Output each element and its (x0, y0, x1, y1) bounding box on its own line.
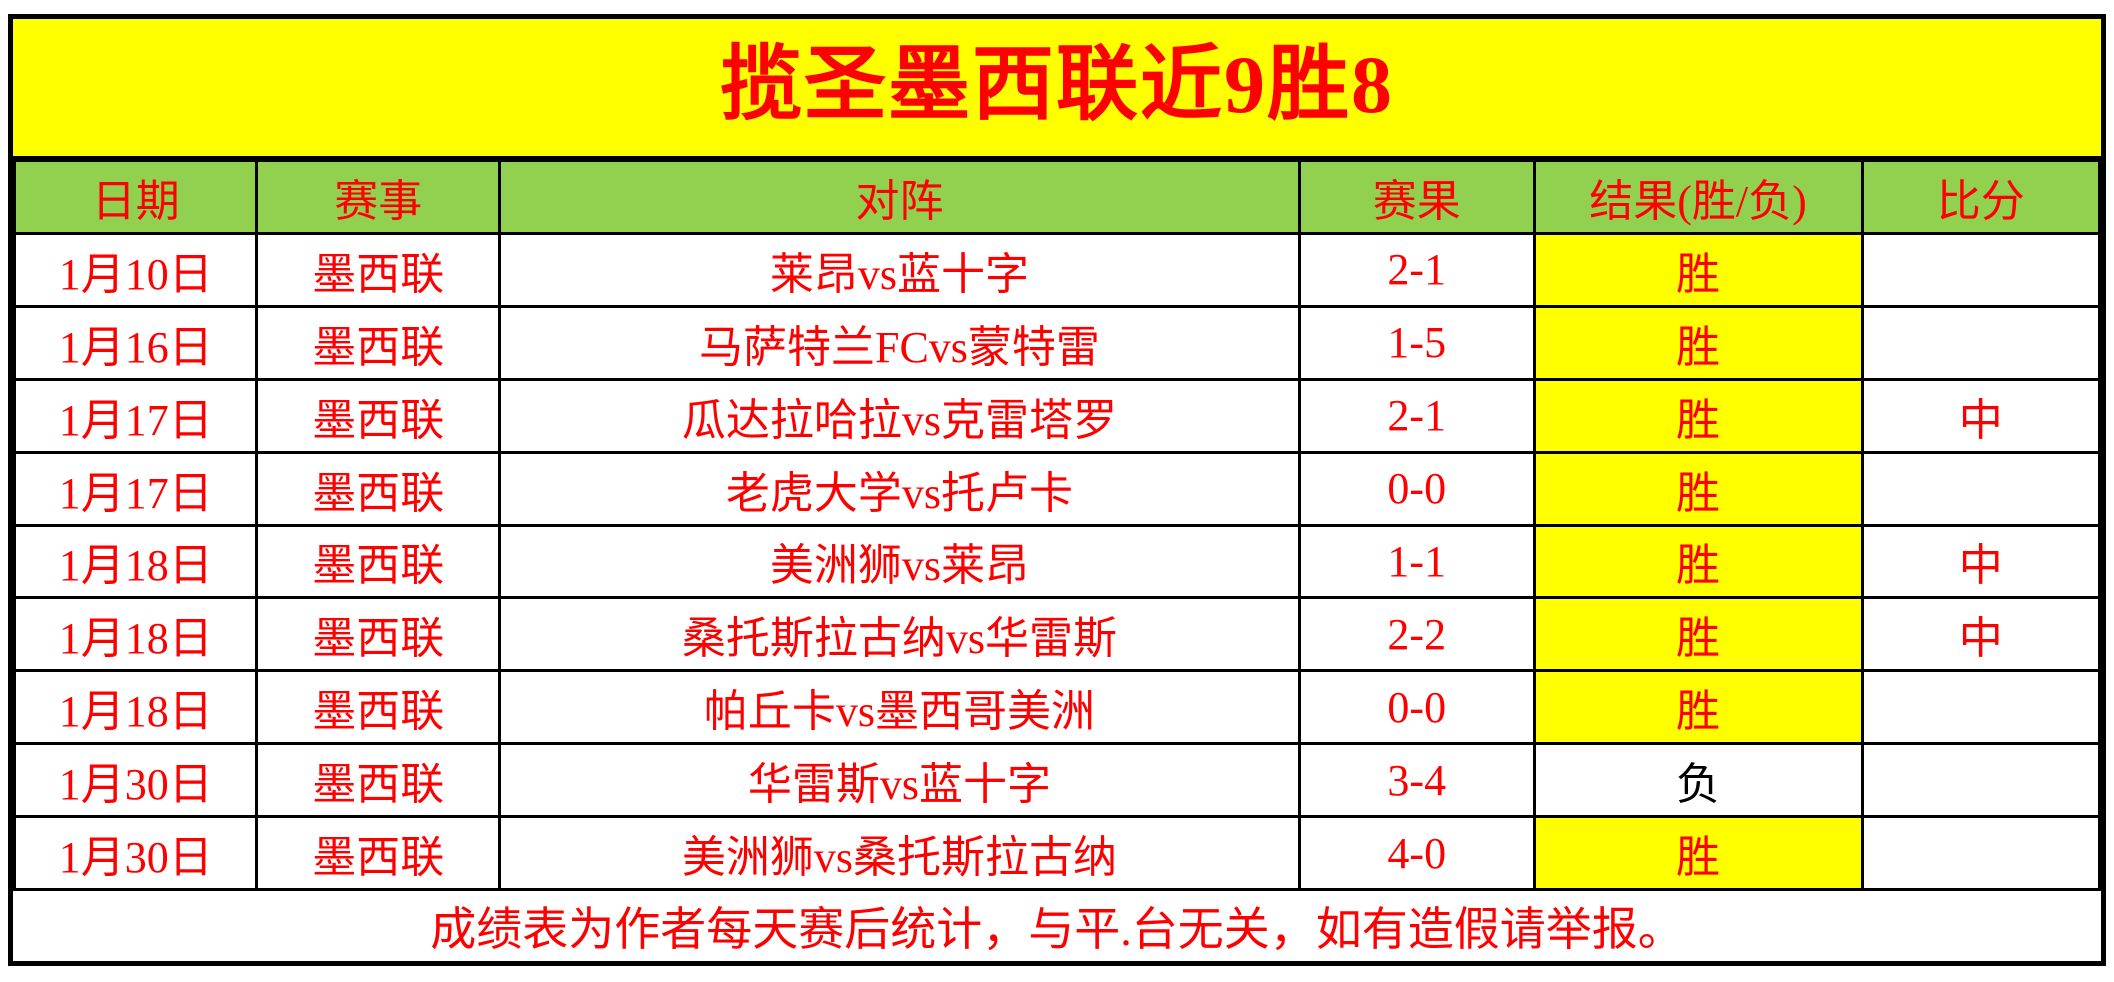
title-banner: 揽圣墨西联近9胜8 (13, 19, 2101, 159)
column-header-league: 赛事 (255, 159, 501, 235)
result-cell: 负 (1532, 742, 1864, 818)
results-card: 揽圣墨西联近9胜8 日期 赛事 对阵 赛果 结果(胜/负) 比分 1月10日 墨… (8, 14, 2106, 966)
hit-cell (1860, 669, 2101, 746)
hit-cell: 中 (1860, 596, 2101, 673)
disclaimer-text: 成绩表为作者每天赛后统计，与平.台无关，如有造假请举报。 (14, 888, 2100, 961)
hit-cell (1860, 232, 2101, 308)
table-row: 1月30日 墨西联 美洲狮vs桑托斯拉古纳 4-0 胜 (12, 815, 2101, 891)
hit-cell (1860, 304, 2101, 381)
result-cell: 胜 (1532, 596, 1864, 673)
column-header-hit: 比分 (1860, 159, 2101, 235)
table-row: 1月30日 墨西联 华雷斯vs蓝十字 3-4 负 (12, 742, 2101, 818)
match-cell: 莱昂vs蓝十字 (497, 232, 1301, 308)
table-row: 1月17日 墨西联 老虎大学vs托卢卡 0-0 胜 (12, 450, 2101, 527)
league-cell: 墨西联 (255, 669, 501, 746)
match-cell: 美洲狮vs莱昂 (497, 523, 1301, 600)
league-cell: 墨西联 (255, 232, 501, 308)
date-cell: 1月18日 (12, 596, 259, 673)
column-header-result: 结果(胜/负) (1532, 159, 1864, 235)
table-row: 1月18日 墨西联 帕丘卡vs墨西哥美洲 0-0 胜 (12, 669, 2101, 746)
score-cell: 1-1 (1297, 523, 1536, 600)
result-cell: 胜 (1532, 450, 1864, 527)
league-cell: 墨西联 (255, 596, 501, 673)
hit-cell: 中 (1860, 523, 2101, 600)
match-cell: 华雷斯vs蓝十字 (497, 742, 1301, 818)
league-cell: 墨西联 (255, 742, 501, 818)
date-cell: 1月30日 (12, 742, 259, 818)
result-cell: 胜 (1532, 669, 1864, 746)
match-cell: 瓜达拉哈拉vs克雷塔罗 (497, 377, 1301, 454)
table-row: 1月16日 墨西联 马萨特兰FCvs蒙特雷 1-5 胜 (12, 304, 2101, 381)
date-cell: 1月17日 (12, 377, 259, 454)
date-cell: 1月16日 (12, 304, 259, 381)
score-cell: 0-0 (1297, 669, 1536, 746)
match-cell: 马萨特兰FCvs蒙特雷 (497, 304, 1301, 381)
results-tbody: 1月10日 墨西联 莱昂vs蓝十字 2-1 胜 1月16日 墨西联 马萨特兰FC… (12, 232, 2101, 891)
score-cell: 4-0 (1297, 815, 1536, 891)
hit-cell (1860, 450, 2101, 527)
league-cell: 墨西联 (255, 304, 501, 381)
header-row: 日期 赛事 对阵 赛果 结果(胜/负) 比分 (12, 159, 2101, 235)
page-title: 揽圣墨西联近9胜8 (719, 38, 1394, 130)
league-cell: 墨西联 (255, 450, 501, 527)
date-cell: 1月18日 (12, 669, 259, 746)
league-cell: 墨西联 (255, 815, 501, 891)
match-cell: 美洲狮vs桑托斯拉古纳 (497, 815, 1301, 891)
column-header-score: 赛果 (1297, 159, 1536, 235)
table-row: 1月18日 墨西联 美洲狮vs莱昂 1-1 胜 中 (12, 523, 2101, 600)
date-cell: 1月17日 (12, 450, 259, 527)
table-row: 1月17日 墨西联 瓜达拉哈拉vs克雷塔罗 2-1 胜 中 (12, 377, 2101, 454)
date-cell: 1月18日 (12, 523, 259, 600)
score-cell: 2-2 (1297, 596, 1536, 673)
column-header-date: 日期 (12, 159, 259, 235)
hit-cell (1860, 742, 2101, 818)
date-cell: 1月30日 (12, 815, 259, 891)
match-cell: 老虎大学vs托卢卡 (497, 450, 1301, 527)
result-cell: 胜 (1532, 523, 1864, 600)
table-row: 1月18日 墨西联 桑托斯拉古纳vs华雷斯 2-2 胜 中 (12, 596, 2101, 673)
result-cell: 胜 (1532, 232, 1864, 308)
league-cell: 墨西联 (255, 377, 501, 454)
score-cell: 1-5 (1297, 304, 1536, 381)
score-cell: 2-1 (1297, 377, 1536, 454)
footer-row: 成绩表为作者每天赛后统计，与平.台无关，如有造假请举报。 (14, 888, 2100, 961)
league-cell: 墨西联 (255, 523, 501, 600)
score-cell: 2-1 (1297, 232, 1536, 308)
column-header-match: 对阵 (497, 159, 1301, 235)
hit-cell (1860, 815, 2101, 891)
results-table: 日期 赛事 对阵 赛果 结果(胜/负) 比分 1月10日 墨西联 莱昂vs蓝十字… (12, 159, 2101, 961)
match-cell: 帕丘卡vs墨西哥美洲 (497, 669, 1301, 746)
hit-cell: 中 (1860, 377, 2101, 454)
score-cell: 0-0 (1297, 450, 1536, 527)
score-cell: 3-4 (1297, 742, 1536, 818)
match-cell: 桑托斯拉古纳vs华雷斯 (497, 596, 1301, 673)
date-cell: 1月10日 (12, 232, 259, 308)
result-cell: 胜 (1532, 815, 1864, 891)
result-cell: 胜 (1532, 304, 1864, 381)
table-row: 1月10日 墨西联 莱昂vs蓝十字 2-1 胜 (12, 232, 2101, 308)
result-cell: 胜 (1532, 377, 1864, 454)
